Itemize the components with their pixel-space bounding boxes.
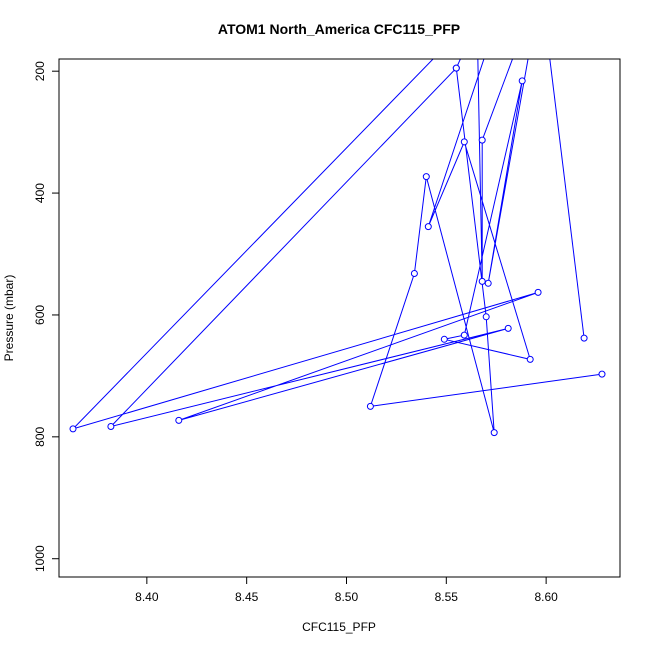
data-point (175, 416, 183, 424)
y-tick-label: 200 (33, 61, 47, 81)
data-point (504, 324, 512, 332)
data-point (518, 77, 526, 85)
data-point (69, 425, 77, 433)
data-point (580, 334, 588, 342)
y-tick-label: 400 (33, 183, 47, 203)
series-segment (549, 59, 585, 339)
x-tick-label: 8.60 (534, 590, 558, 604)
y-tick-label: 800 (33, 427, 47, 447)
x-axis-title: CFC115_PFP (302, 620, 376, 634)
y-tick-label: 600 (33, 305, 47, 325)
x-tick-label: 8.45 (235, 590, 259, 604)
data-point (478, 136, 486, 144)
y-axis: 200 400 600 800 1000 (33, 61, 59, 572)
data-point (490, 429, 498, 437)
y-axis-title: Pressure (mbar) (2, 275, 16, 362)
data-point (526, 355, 534, 363)
data-point (424, 223, 432, 231)
data-point (598, 370, 606, 378)
plot-frame (58, 58, 621, 578)
data-point (452, 64, 460, 72)
x-tick-label: 8.50 (335, 590, 359, 604)
x-tick-label: 8.40 (135, 590, 159, 604)
data-point (107, 423, 115, 430)
data-point (482, 313, 490, 321)
data-point (534, 288, 542, 296)
data-point (366, 402, 374, 410)
y-tick-label: 1000 (33, 545, 47, 572)
x-axis: 8.40 8.45 8.50 8.55 8.60 (135, 577, 558, 604)
plot-area (69, 59, 606, 437)
x-tick-label: 8.55 (435, 590, 459, 604)
data-point (422, 173, 430, 181)
data-point (460, 138, 468, 146)
data-point (478, 277, 486, 285)
data-point (460, 331, 468, 339)
data-point (484, 279, 492, 287)
chart-title: ATOM1 North_America CFC115_PFP (218, 21, 460, 37)
data-point (440, 335, 448, 343)
data-point (410, 270, 418, 277)
series-line (71, 59, 603, 433)
